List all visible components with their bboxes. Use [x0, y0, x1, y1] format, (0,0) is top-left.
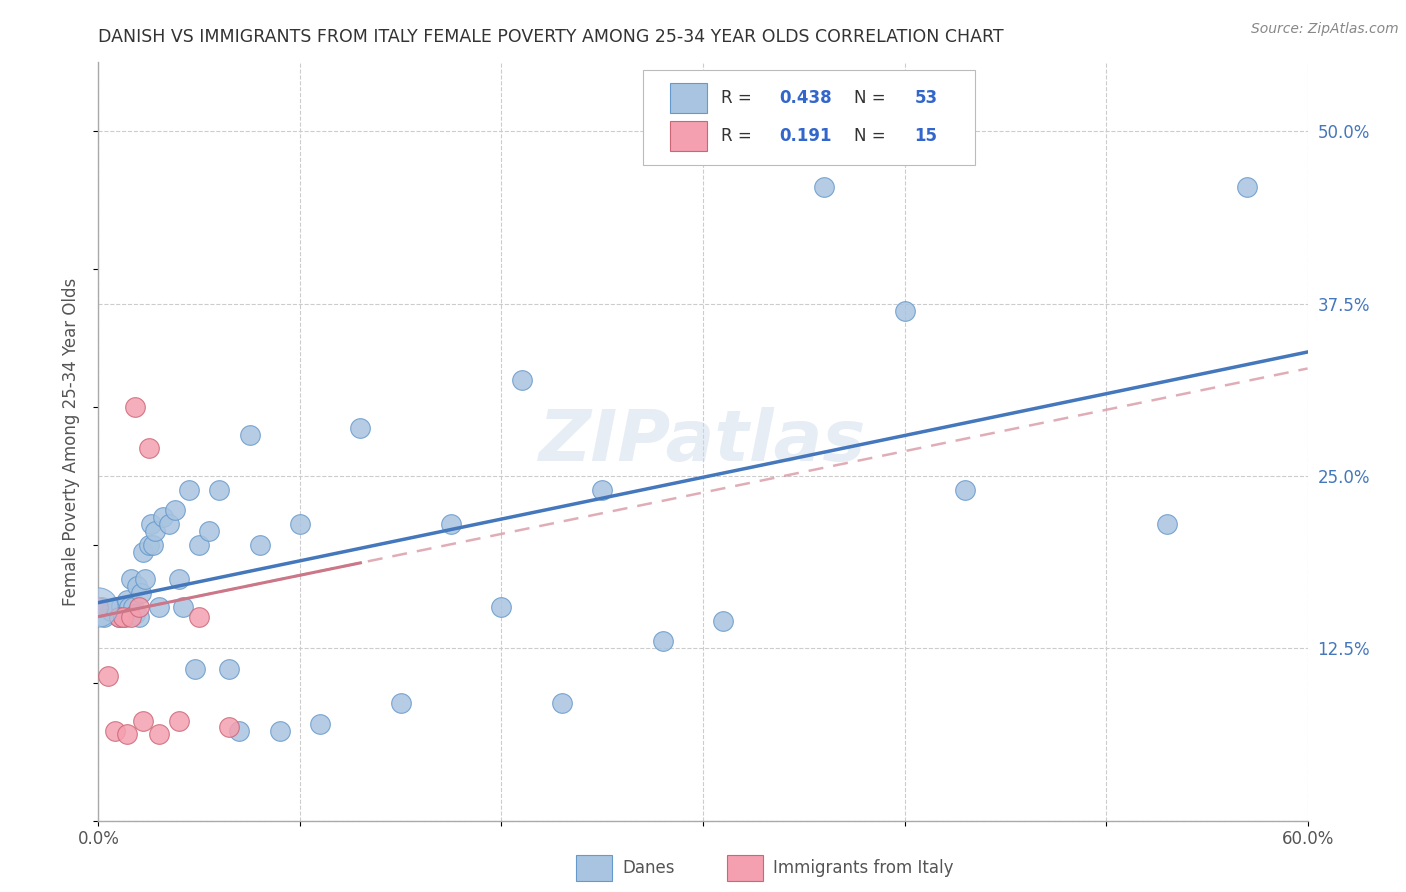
Point [228, 724, 250, 739]
Point [152, 510, 174, 524]
Point [167, 573, 190, 587]
FancyBboxPatch shape [727, 855, 763, 881]
Point [134, 573, 156, 587]
Point [138, 442, 160, 456]
Point [249, 538, 271, 552]
Text: 15: 15 [915, 127, 938, 145]
Point [129, 586, 152, 600]
Point [167, 714, 190, 729]
Point [1236, 179, 1258, 194]
Point [440, 517, 463, 532]
Point [893, 303, 915, 318]
Point [551, 697, 574, 711]
Point [510, 372, 533, 386]
Point [124, 400, 146, 414]
Point [813, 179, 835, 194]
Point [179, 483, 201, 497]
Point [107, 609, 129, 624]
Y-axis label: Female Poverty Among 25-34 Year Olds: Female Poverty Among 25-34 Year Olds [62, 277, 80, 606]
Point [184, 662, 207, 676]
Point [87, 599, 110, 614]
Text: DANISH VS IMMIGRANTS FROM ITALY FEMALE POVERTY AMONG 25-34 YEAR OLDS CORRELATION: DANISH VS IMMIGRANTS FROM ITALY FEMALE P… [98, 28, 1004, 45]
Point [188, 538, 211, 552]
Point [188, 609, 211, 624]
Text: 0.438: 0.438 [779, 89, 832, 107]
Point [218, 720, 240, 734]
Point [132, 714, 155, 729]
Point [110, 599, 132, 613]
Point [218, 662, 240, 676]
Point [239, 427, 262, 442]
Point [172, 599, 194, 614]
Text: 53: 53 [915, 89, 938, 107]
Point [93, 609, 115, 624]
Point [128, 599, 150, 614]
Point [157, 517, 180, 532]
Point [97, 669, 120, 683]
Point [120, 573, 142, 587]
Point [288, 517, 311, 532]
Point [132, 545, 155, 559]
Text: Immigrants from Italy: Immigrants from Italy [773, 859, 953, 877]
Point [114, 609, 136, 624]
Text: 0.191: 0.191 [779, 127, 832, 145]
Point [121, 599, 143, 614]
Point [651, 634, 673, 648]
Point [120, 609, 142, 624]
Point [142, 538, 165, 552]
Text: Danes: Danes [621, 859, 675, 877]
Point [269, 724, 291, 739]
Point [100, 604, 122, 618]
Point [1156, 517, 1178, 532]
Point [139, 517, 162, 532]
Point [953, 483, 976, 497]
Point [111, 609, 134, 624]
Point [91, 599, 114, 614]
Text: ZIPatlas: ZIPatlas [540, 407, 866, 476]
Point [711, 614, 734, 628]
Point [148, 599, 170, 614]
Point [87, 599, 110, 614]
FancyBboxPatch shape [643, 70, 976, 165]
Point [208, 483, 231, 497]
Text: R =: R = [721, 127, 762, 145]
Point [118, 599, 141, 614]
Point [389, 697, 412, 711]
Text: Source: ZipAtlas.com: Source: ZipAtlas.com [1251, 22, 1399, 37]
Point [103, 599, 125, 614]
Point [309, 717, 332, 731]
Point [124, 607, 146, 621]
Point [491, 599, 513, 614]
Text: N =: N = [855, 127, 891, 145]
Point [103, 724, 125, 739]
Text: N =: N = [855, 89, 891, 107]
FancyBboxPatch shape [671, 120, 707, 151]
Point [163, 503, 186, 517]
Point [198, 524, 221, 538]
Point [125, 579, 148, 593]
Point [143, 524, 166, 538]
FancyBboxPatch shape [671, 83, 707, 113]
Point [107, 609, 129, 624]
Point [128, 609, 150, 624]
Point [115, 593, 138, 607]
Text: R =: R = [721, 89, 758, 107]
Point [115, 727, 138, 741]
Point [148, 727, 170, 741]
Point [349, 421, 371, 435]
Point [591, 483, 613, 497]
FancyBboxPatch shape [576, 855, 613, 881]
Point [138, 538, 160, 552]
